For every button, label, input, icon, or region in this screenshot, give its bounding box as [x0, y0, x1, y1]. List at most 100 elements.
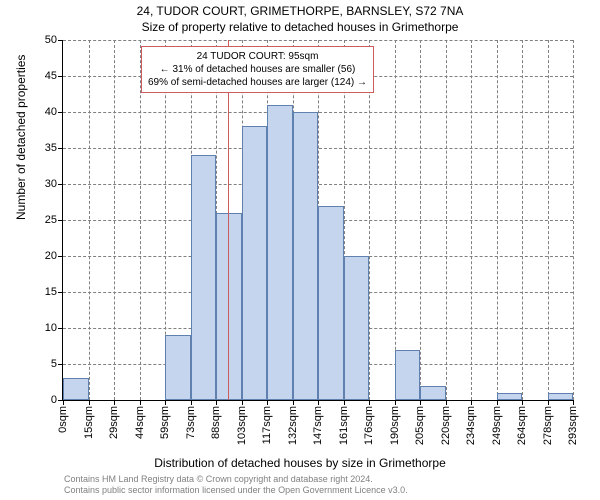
gridline-v: [573, 40, 574, 400]
xtick-label: 117sqm: [261, 406, 273, 444]
ytick-mark: [58, 328, 63, 329]
xtick-mark: [573, 400, 574, 405]
xtick-mark: [140, 400, 141, 405]
annotation-box: 24 TUDOR COURT: 95sqm ← 31% of detached …: [141, 46, 374, 93]
histogram-bar: [165, 335, 191, 400]
xtick-label: 88sqm: [210, 406, 222, 439]
xtick-mark: [522, 400, 523, 405]
xtick-mark: [216, 400, 217, 405]
ytick-label: 5: [51, 358, 57, 370]
xtick-label: 73sqm: [185, 406, 197, 439]
histogram-bar: [497, 393, 523, 400]
ytick-mark: [58, 76, 63, 77]
xtick-mark: [420, 400, 421, 405]
xtick-label: 205sqm: [414, 406, 426, 445]
histogram-bar: [267, 105, 293, 400]
ytick-label: 25: [45, 214, 57, 226]
annotation-line1: 24 TUDOR COURT: 95sqm: [148, 50, 367, 63]
xtick-mark: [242, 400, 243, 405]
ytick-mark: [58, 220, 63, 221]
annotation-line3: 69% of semi-detached houses are larger (…: [148, 76, 367, 89]
xtick-mark: [267, 400, 268, 405]
chart-container: 24, TUDOR COURT, GRIMETHORPE, BARNSLEY, …: [0, 0, 600, 500]
xtick-label: 234sqm: [465, 406, 477, 445]
histogram-bar: [242, 126, 268, 400]
gridline-v: [369, 40, 370, 400]
xtick-label: 44sqm: [134, 406, 146, 439]
xtick-label: 103sqm: [236, 406, 248, 445]
gridline-v: [114, 40, 115, 400]
ytick-label: 10: [45, 322, 57, 334]
plot-area: 051015202530354045500sqm15sqm29sqm44sqm5…: [62, 40, 573, 401]
ytick-label: 35: [45, 142, 57, 154]
gridline-v: [446, 40, 447, 400]
xtick-label: 132sqm: [287, 406, 299, 445]
xtick-label: 147sqm: [312, 406, 324, 445]
gridline-v: [420, 40, 421, 400]
xtick-label: 0sqm: [57, 406, 69, 433]
gridline-v: [497, 40, 498, 400]
footer-attribution: Contains HM Land Registry data © Crown c…: [64, 474, 408, 496]
ytick-label: 45: [45, 70, 57, 82]
histogram-bar: [420, 386, 446, 400]
xtick-label: 264sqm: [516, 406, 528, 445]
histogram-bar: [63, 378, 89, 400]
footer-line1: Contains HM Land Registry data © Crown c…: [64, 474, 408, 485]
ytick-mark: [58, 292, 63, 293]
xtick-mark: [395, 400, 396, 405]
xtick-mark: [497, 400, 498, 405]
y-axis-label: Number of detached properties: [14, 55, 28, 220]
xtick-mark: [318, 400, 319, 405]
ytick-mark: [58, 148, 63, 149]
ytick-label: 15: [45, 286, 57, 298]
xtick-label: 29sqm: [108, 406, 120, 439]
ytick-mark: [58, 364, 63, 365]
reference-line: [228, 40, 229, 400]
chart-title-sub: Size of property relative to detached ho…: [0, 20, 600, 34]
xtick-mark: [548, 400, 549, 405]
xtick-mark: [471, 400, 472, 405]
xtick-label: 161sqm: [338, 406, 350, 445]
xtick-mark: [114, 400, 115, 405]
xtick-mark: [293, 400, 294, 405]
xtick-mark: [191, 400, 192, 405]
xtick-label: 293sqm: [567, 406, 579, 445]
gridline-v: [395, 40, 396, 400]
gridline-v: [548, 40, 549, 400]
xtick-mark: [344, 400, 345, 405]
x-axis-label: Distribution of detached houses by size …: [0, 456, 600, 470]
histogram-bar: [395, 350, 421, 400]
xtick-mark: [369, 400, 370, 405]
xtick-label: 190sqm: [389, 406, 401, 445]
ytick-label: 40: [45, 106, 57, 118]
chart-title-main: 24, TUDOR COURT, GRIMETHORPE, BARNSLEY, …: [0, 4, 600, 18]
histogram-bar: [293, 112, 319, 400]
xtick-mark: [89, 400, 90, 405]
ytick-mark: [58, 256, 63, 257]
ytick-mark: [58, 184, 63, 185]
xtick-label: 220sqm: [440, 406, 452, 445]
xtick-mark: [63, 400, 64, 405]
ytick-label: 20: [45, 250, 57, 262]
xtick-mark: [446, 400, 447, 405]
gridline-v: [471, 40, 472, 400]
ytick-label: 30: [45, 178, 57, 190]
gridline-v: [522, 40, 523, 400]
ytick-label: 0: [51, 394, 57, 406]
ytick-mark: [58, 112, 63, 113]
footer-line2: Contains public sector information licen…: [64, 485, 408, 496]
ytick-label: 50: [45, 34, 57, 46]
xtick-label: 278sqm: [542, 406, 554, 445]
annotation-line2: ← 31% of detached houses are smaller (56…: [148, 63, 367, 76]
xtick-label: 176sqm: [363, 406, 375, 445]
histogram-bar: [344, 256, 370, 400]
xtick-label: 59sqm: [159, 406, 171, 439]
xtick-label: 15sqm: [83, 406, 95, 439]
xtick-mark: [165, 400, 166, 405]
histogram-bar: [318, 206, 344, 400]
ytick-mark: [58, 40, 63, 41]
histogram-bar: [548, 393, 574, 400]
histogram-bar: [191, 155, 217, 400]
gridline-v: [140, 40, 141, 400]
xtick-label: 249sqm: [491, 406, 503, 445]
